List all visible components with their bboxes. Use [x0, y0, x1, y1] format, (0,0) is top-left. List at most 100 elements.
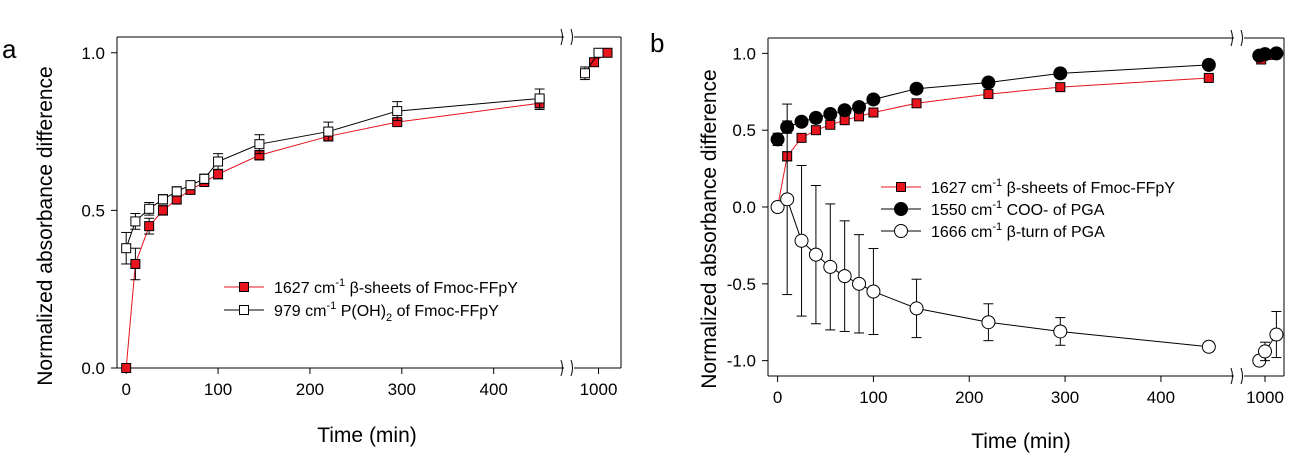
- data-point: [794, 114, 809, 129]
- break-curve: [560, 28, 563, 46]
- legend-text-part: of Fmoc-FFpY: [392, 303, 499, 320]
- data-point: [1269, 46, 1284, 61]
- legend-text-part: 1627 cm: [274, 280, 335, 297]
- break-curve: [570, 359, 573, 377]
- y-tick-label: 0.5: [732, 121, 756, 140]
- data-point: [981, 315, 996, 330]
- y-tick-label: 0.0: [81, 359, 105, 378]
- y-tick-label: -0.5: [727, 275, 756, 294]
- data-point: [534, 93, 545, 104]
- series-2: [770, 46, 1284, 147]
- panel-b-chart: b Normalized absorbance difference Time …: [650, 28, 1285, 453]
- y-tick-label: 0.5: [81, 201, 105, 220]
- legend-marker: [894, 202, 908, 216]
- y-tick-label: 1.0: [732, 44, 756, 63]
- data-point: [1201, 57, 1216, 72]
- series-3: [770, 103, 1284, 368]
- legend-marker: [239, 305, 249, 315]
- data-point: [825, 119, 836, 130]
- data-point: [323, 126, 334, 137]
- data-point: [157, 205, 168, 216]
- panel-a-y-axis-label: Normalized absorbance difference: [34, 66, 57, 385]
- break-curve: [1240, 367, 1243, 385]
- data-point: [983, 89, 994, 100]
- data-point: [580, 68, 590, 79]
- series-line: [125, 102, 540, 369]
- data-point: [213, 169, 224, 180]
- legend-marker: [239, 282, 249, 292]
- legend-entry: 979 cm-1 P(OH)2 of Fmoc-FFpY: [224, 300, 499, 324]
- legend-text-part: 1550 cm: [931, 202, 992, 219]
- data-point: [808, 110, 823, 125]
- data-point: [866, 284, 881, 299]
- panel-b-label: b: [650, 28, 664, 58]
- data-point: [602, 47, 613, 58]
- series-line: [777, 64, 1209, 140]
- data-point: [130, 258, 141, 269]
- series-line: [777, 198, 1209, 348]
- legend-label: 1550 cm-1 COO- of PGA: [931, 199, 1105, 219]
- x-tick-label: 400: [1147, 388, 1175, 407]
- legend-greek: β: [1007, 180, 1016, 197]
- panel-a-chart: a Normalized absorbance difference Time …: [2, 28, 622, 447]
- data-point: [780, 192, 795, 207]
- x-tick-label: 200: [955, 388, 983, 407]
- legend-text-part: COO- of PGA: [1002, 202, 1105, 219]
- y-tick-label: -1.0: [727, 352, 756, 371]
- data-point: [1053, 324, 1068, 339]
- plot-frame: [116, 28, 622, 377]
- break-curve: [1240, 29, 1243, 47]
- legend-text-part: -turn of PGA: [1016, 224, 1105, 241]
- data-point: [810, 125, 821, 136]
- data-point: [121, 363, 132, 373]
- legend-superscript: -1: [326, 300, 336, 312]
- legend-text-part: 1666 cm: [931, 224, 992, 241]
- legend-label: 1627 cm-1 β-sheets of Fmoc-FFpY: [931, 177, 1175, 197]
- data-point: [823, 259, 838, 274]
- data-point: [770, 200, 785, 214]
- panel-b-y-axis-label: Normalized absorbance difference: [698, 69, 721, 388]
- axis-break-symbol: [560, 359, 573, 377]
- x-tick-label: 0: [121, 380, 130, 399]
- data-point: [852, 100, 867, 115]
- data-point: [213, 156, 224, 167]
- break-curve: [1230, 29, 1233, 47]
- data-point: [1258, 344, 1272, 359]
- data-point: [144, 203, 155, 214]
- series-line: [125, 97, 540, 249]
- break-curve: [560, 359, 563, 377]
- series-2: [121, 47, 604, 265]
- data-point: [1055, 82, 1066, 93]
- legend-label: 1627 cm-1 β-sheets of Fmoc-FFpY: [274, 277, 518, 297]
- data-point: [909, 81, 924, 96]
- data-point: [808, 247, 823, 262]
- legend-label: 979 cm-1 P(OH)2 of Fmoc-FFpY: [274, 300, 499, 324]
- legend-superscript: -1: [992, 199, 1002, 211]
- data-point: [868, 107, 879, 118]
- data-point: [852, 276, 867, 291]
- x-tick-label: 100: [859, 388, 887, 407]
- data-point: [823, 107, 838, 122]
- data-point: [157, 194, 168, 205]
- data-point: [254, 139, 265, 150]
- data-point: [770, 132, 785, 147]
- data-point: [392, 106, 403, 117]
- x-tick-label: 300: [388, 380, 416, 399]
- legend-text-part: 1627 cm: [931, 180, 992, 197]
- data-point: [121, 243, 132, 254]
- data-point: [1201, 339, 1216, 354]
- legend-entry: 1627 cm-1 β-sheets of Fmoc-FFpY: [881, 177, 1175, 197]
- x-tick-label: 300: [1051, 388, 1079, 407]
- data-point: [796, 132, 807, 143]
- legend-entry: 1550 cm-1 COO- of PGA: [881, 199, 1105, 219]
- axis-break-symbol: [1230, 29, 1243, 47]
- panel-b-x-axis-label: Time (min): [971, 430, 1071, 453]
- data-point: [911, 98, 922, 109]
- legend-greek: β: [350, 280, 359, 297]
- panel-a-label: a: [2, 34, 17, 64]
- legend-label: 1666 cm-1 β-turn of PGA: [931, 221, 1105, 241]
- legend-superscript: -1: [335, 277, 345, 289]
- x-tick-label: 0: [773, 388, 782, 407]
- panel-a-x-axis-label: Time (min): [317, 424, 417, 447]
- data-point: [981, 75, 996, 90]
